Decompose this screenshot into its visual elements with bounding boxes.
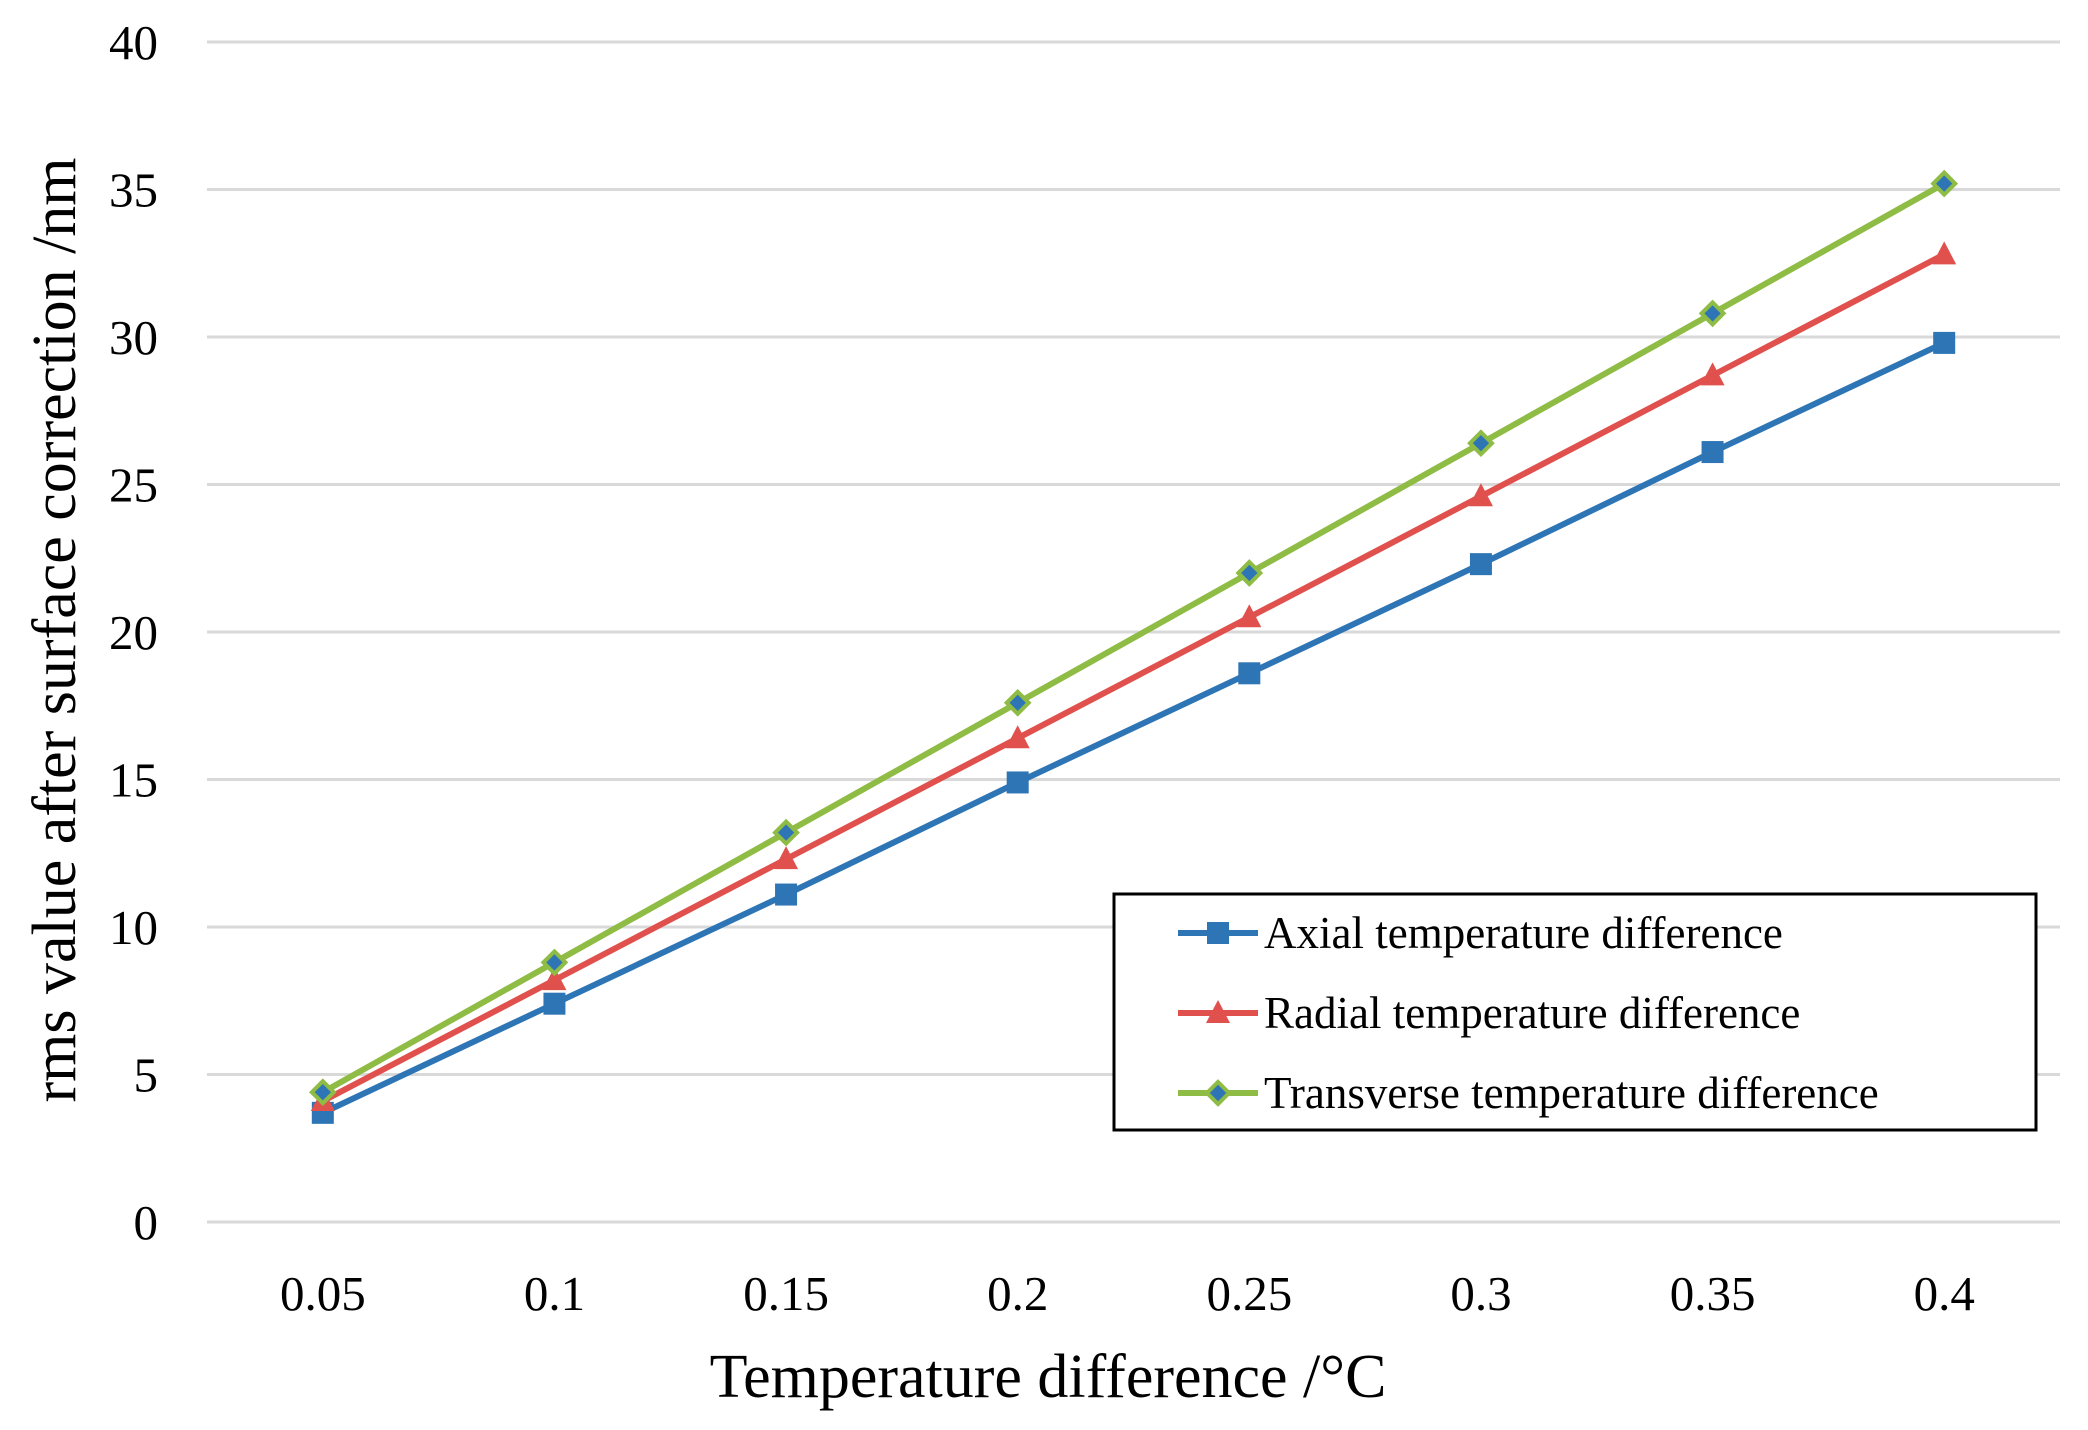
data-point xyxy=(774,846,799,870)
x-axis-title: Temperature difference /°C xyxy=(710,1343,1387,1411)
data-point xyxy=(543,992,566,1015)
y-tick-label: 40 xyxy=(109,15,158,70)
y-tick-label: 10 xyxy=(109,900,158,955)
series-line xyxy=(321,340,1946,1116)
data-point xyxy=(542,967,567,991)
data-point xyxy=(308,1078,337,1107)
legend-label: Axial temperature difference xyxy=(1264,908,1783,958)
legend-entry: Axial temperature difference xyxy=(1178,908,1783,958)
y-tick-label: 15 xyxy=(109,753,158,808)
x-tick-label: 0.3 xyxy=(1450,1266,1511,1321)
data-point xyxy=(1701,441,1724,464)
data-point xyxy=(1235,559,1264,587)
data-point xyxy=(1467,429,1495,458)
y-tick-label: 30 xyxy=(109,310,158,365)
data-point xyxy=(540,948,569,977)
y-tick-label: 25 xyxy=(109,458,158,513)
x-tick-label: 0.25 xyxy=(1206,1266,1292,1321)
legend-entry: Transverse temperature difference xyxy=(1178,1068,1879,1118)
y-tick-label: 0 xyxy=(134,1195,159,1250)
data-point xyxy=(1700,362,1725,386)
series-layer xyxy=(308,169,1959,1124)
x-tick-label: 0.15 xyxy=(743,1266,829,1321)
y-axis-title: rms value after surface correction /nm xyxy=(21,157,89,1102)
legend-label: Transverse temperature difference xyxy=(1264,1068,1879,1118)
x-tick-label: 0.35 xyxy=(1670,1266,1756,1321)
data-point xyxy=(1930,169,1959,198)
data-point xyxy=(1006,771,1029,794)
data-point xyxy=(1238,662,1261,685)
y-tick-label: 20 xyxy=(109,605,158,660)
y-axis-ticks: 0 5 10 15 20 25 30 35 40 xyxy=(109,15,158,1250)
y-tick-label: 5 xyxy=(134,1048,159,1103)
data-point xyxy=(1469,553,1492,576)
grid-layer xyxy=(207,40,2060,1224)
legend: Axial temperature difference Radial tempe… xyxy=(1112,892,2038,1132)
x-axis-ticks: 0.05 0.1 0.15 0.2 0.25 0.3 0.35 0.4 xyxy=(280,1266,1975,1321)
series-diamond xyxy=(308,169,1959,1107)
series-square xyxy=(311,331,1956,1124)
x-tick-label: 0.05 xyxy=(280,1266,366,1321)
legend-marker xyxy=(1204,1079,1232,1107)
y-tick-label: 35 xyxy=(109,163,158,218)
x-tick-label: 0.4 xyxy=(1914,1266,1975,1321)
series-line xyxy=(321,180,1946,1095)
data-point xyxy=(1237,604,1262,628)
legend-label: Radial temperature difference xyxy=(1264,988,1800,1038)
data-point xyxy=(1933,331,1956,354)
legend-marker xyxy=(1207,922,1229,944)
data-point xyxy=(775,883,798,906)
x-tick-label: 0.2 xyxy=(987,1266,1048,1321)
data-point xyxy=(772,818,800,847)
data-point xyxy=(1003,688,1032,717)
data-point xyxy=(1698,299,1727,328)
x-tick-label: 0.1 xyxy=(524,1266,585,1321)
legend-box xyxy=(1112,892,2038,1132)
legend-entry: Radial temperature difference xyxy=(1178,988,1800,1038)
legend-marker xyxy=(1206,1000,1230,1023)
data-point xyxy=(1468,483,1493,507)
data-point xyxy=(1932,241,1957,265)
data-point xyxy=(1005,725,1030,749)
series-line xyxy=(321,251,1946,1104)
